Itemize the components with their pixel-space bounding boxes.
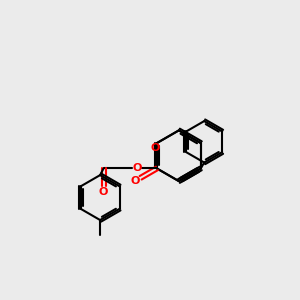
Text: O: O — [151, 143, 160, 153]
Text: O: O — [130, 176, 140, 186]
Text: O: O — [133, 164, 142, 173]
Text: O: O — [99, 187, 108, 197]
